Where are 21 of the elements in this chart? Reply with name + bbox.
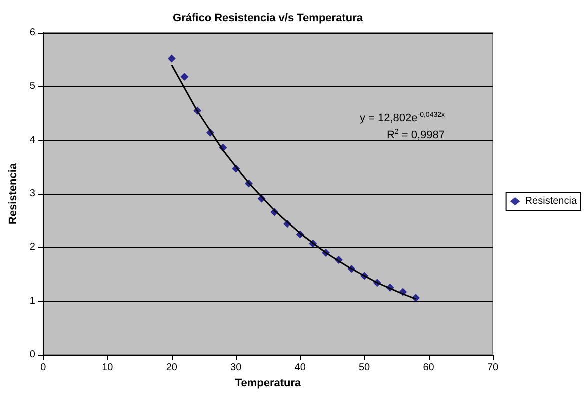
y-tick-label: 3: [30, 188, 36, 200]
y-tick-label: 0: [30, 350, 36, 360]
y-tick-label: 4: [30, 134, 36, 146]
x-tick-label: 0: [40, 362, 47, 374]
y-axis-title: Resistencia: [8, 162, 20, 225]
x-tick-label: 40: [294, 362, 306, 374]
x-tick-label: 70: [487, 362, 499, 374]
x-tick-label: 30: [230, 362, 242, 374]
point: [168, 54, 176, 63]
x-tick-label: 50: [359, 362, 371, 374]
legend-label: Resistencia: [525, 196, 578, 207]
y-tick-label: 2: [30, 242, 36, 254]
x-tick-label: 10: [102, 362, 114, 374]
y-tick-label: 6: [30, 28, 36, 38]
x-tick-label: 60: [423, 362, 435, 374]
point: [180, 73, 189, 82]
x-axis-title: Temperatura: [235, 377, 302, 390]
y-tick-label: 1: [30, 296, 36, 307]
y-tick-label: 5: [30, 81, 36, 92]
chart-title: Gráfico Resistencia v/s Temperatura: [173, 12, 364, 24]
x-tick-label: 20: [166, 362, 178, 374]
